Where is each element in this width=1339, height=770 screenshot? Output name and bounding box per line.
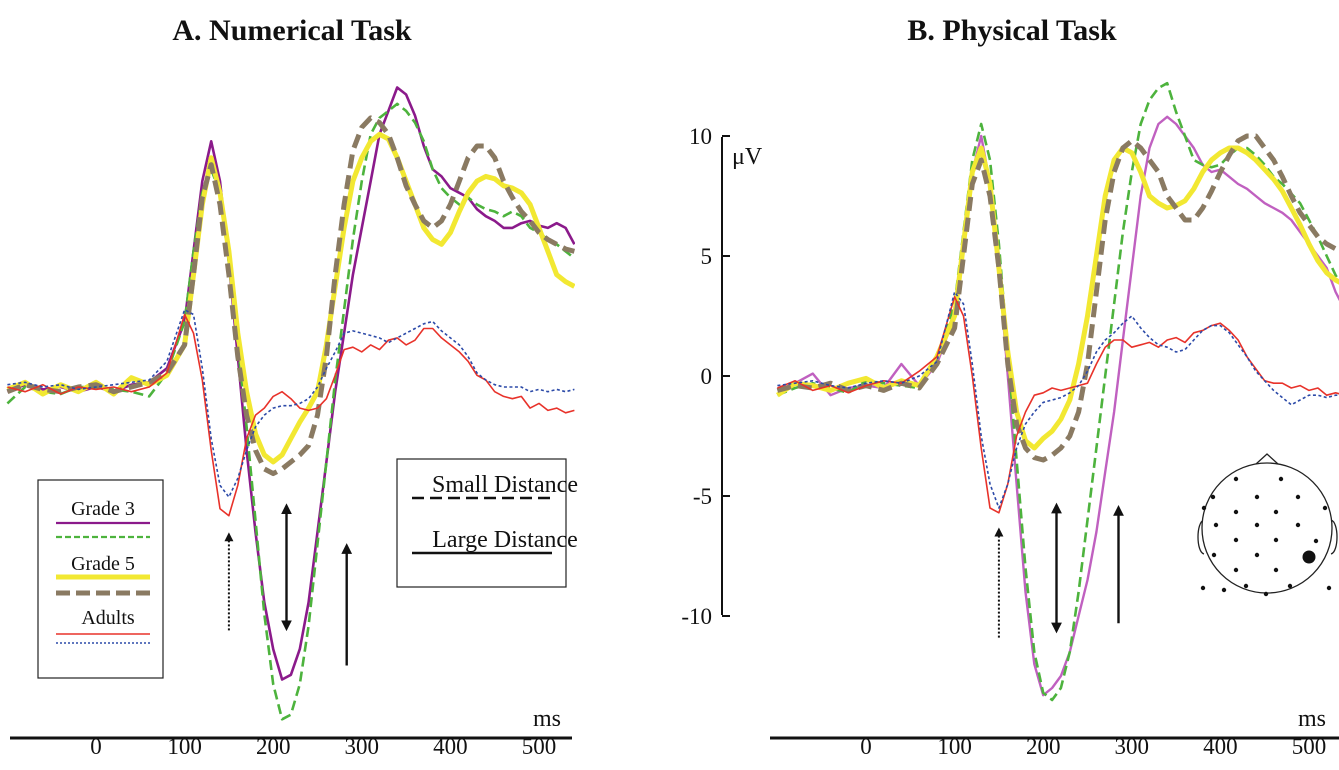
- electrode-dot: [1263, 591, 1269, 597]
- electrode-dot: [1201, 505, 1207, 511]
- electrode-dot: [1233, 567, 1239, 573]
- electrode-dot: [1273, 509, 1279, 515]
- electrode-dot: [1273, 537, 1279, 543]
- series-line-adults-small-distance: [7, 309, 575, 498]
- x-tick-label: 0: [90, 734, 102, 759]
- electrode-dot: [1322, 505, 1328, 511]
- electrode-dot: [1295, 522, 1301, 528]
- legend-label-grade3: Grade 3: [71, 498, 135, 520]
- electrode-dot: [1295, 494, 1301, 500]
- electrode-dot: [1221, 587, 1227, 593]
- series-line-grade-5-large-distance: [775, 145, 1339, 451]
- x-unit-label: ms: [533, 706, 561, 732]
- series-line-grade-5-large-distance: [6, 131, 575, 465]
- chart-title: A. Numerical Task: [172, 14, 412, 47]
- electrode-dot: [1313, 538, 1319, 544]
- electrode-dot: [1233, 476, 1239, 482]
- electrode-dot: [1287, 583, 1293, 589]
- head-nose: [1255, 453, 1279, 465]
- legend-groups: Grade 3 Grade 5 Adults: [37, 479, 164, 679]
- x-tick-label: 500: [1292, 734, 1327, 759]
- electrode-dot: [1254, 522, 1260, 528]
- electrode-highlighted: [1302, 550, 1316, 564]
- series-line-grade-3-large-distance: [776, 115, 1339, 697]
- panel-numerical-task: A. Numerical Task 0 100 200 300 400 500 ms Gr…: [6, 14, 578, 759]
- legend-label-adults: Adults: [81, 607, 135, 629]
- y-unit-label: μV: [732, 144, 763, 170]
- x-tick-label: 100: [167, 734, 202, 759]
- electrode-dot: [1278, 476, 1284, 482]
- electrode-dot: [1233, 509, 1239, 515]
- electrode-dot: [1273, 567, 1279, 573]
- y-tick-label: -10: [681, 604, 712, 629]
- legend-label-grade5: Grade 5: [71, 553, 135, 575]
- series-line-adults-small-distance: [777, 291, 1339, 509]
- x-tick-label: 0: [860, 734, 872, 759]
- series-line-grade-5-small-distance: [776, 133, 1339, 463]
- y-tick-label: 5: [701, 244, 713, 269]
- head-electrode-map: [1197, 453, 1338, 597]
- electrode-dot: [1233, 537, 1239, 543]
- legend-conditions: Small Distance Large Distance: [396, 458, 578, 588]
- legend-conditions-box: [396, 458, 567, 588]
- legend-label-large-distance: Large Distance: [432, 527, 578, 553]
- chart-title: B. Physical Task: [907, 14, 1117, 47]
- electrode-dot: [1254, 494, 1260, 500]
- y-tick-label: -5: [693, 484, 712, 509]
- electrode-dot: [1200, 585, 1206, 591]
- electrode-dot: [1254, 552, 1260, 558]
- x-tick-label: 400: [1203, 734, 1238, 759]
- x-tick-label: 400: [433, 734, 468, 759]
- legend-label-small-distance: Small Distance: [432, 472, 578, 498]
- x-unit-label: ms: [1298, 706, 1326, 732]
- panel-physical-task: B. Physical Task 10 5 0 -5 -10 μV 0 100 200 300…: [681, 14, 1339, 759]
- x-tick-label: 300: [1115, 734, 1150, 759]
- series-line-grade-3-small-distance: [776, 81, 1339, 702]
- x-tick-label: 200: [1026, 734, 1061, 759]
- electrode-dot: [1210, 494, 1216, 500]
- x-tick-label: 200: [256, 734, 291, 759]
- electrode-dot: [1211, 552, 1217, 558]
- electrode-dot: [1326, 585, 1332, 591]
- x-tick-label: 300: [345, 734, 380, 759]
- head-outline: [1201, 462, 1333, 594]
- electrode-dot: [1243, 583, 1249, 589]
- y-tick-label: 0: [701, 364, 713, 389]
- x-tick-label: 100: [937, 734, 972, 759]
- series-line-adults-large-distance: [7, 313, 575, 517]
- electrode-dot: [1213, 522, 1219, 528]
- x-tick-label: 500: [522, 734, 557, 759]
- series-line-grade-5-small-distance: [6, 115, 575, 477]
- y-tick-label: 10: [689, 124, 712, 149]
